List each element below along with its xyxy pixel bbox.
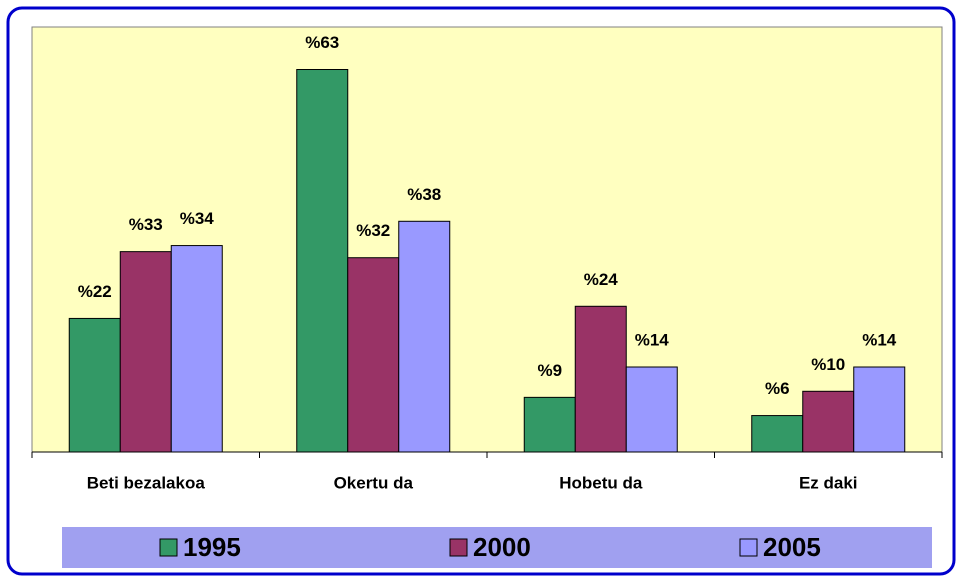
bar [625, 366, 678, 453]
value-label: %6 [765, 379, 790, 398]
value-label: %24 [584, 270, 619, 289]
value-label: %10 [811, 355, 845, 374]
bar [119, 251, 172, 453]
legend-label: 2005 [763, 532, 821, 562]
bar [398, 220, 451, 453]
bar [170, 245, 223, 453]
bar [751, 415, 804, 453]
bar [68, 317, 121, 453]
value-label: %14 [635, 330, 670, 349]
value-label: %33 [129, 215, 163, 234]
bar [802, 390, 855, 453]
legend-swatch [159, 538, 178, 557]
value-label: %9 [537, 361, 562, 380]
x-tick-label: Hobetu da [559, 473, 643, 492]
bar [523, 396, 576, 453]
x-tick-label: Okertu da [334, 473, 414, 492]
legend-band [62, 527, 932, 568]
bar [574, 305, 627, 453]
x-tick-label: Ez daki [799, 473, 858, 492]
legend-swatch [739, 538, 758, 557]
legend-swatch [449, 538, 468, 557]
bar [853, 366, 906, 453]
value-label: %32 [356, 221, 390, 240]
value-label: %38 [407, 185, 441, 204]
legend-label: 2000 [473, 532, 531, 562]
bar [347, 257, 400, 453]
value-label: %34 [180, 209, 215, 228]
x-tick-label: Beti bezalakoa [87, 473, 206, 492]
bar [296, 69, 349, 453]
value-label: %63 [305, 33, 339, 52]
value-label: %14 [862, 330, 897, 349]
legend-label: 1995 [183, 532, 241, 562]
value-label: %22 [78, 282, 112, 301]
